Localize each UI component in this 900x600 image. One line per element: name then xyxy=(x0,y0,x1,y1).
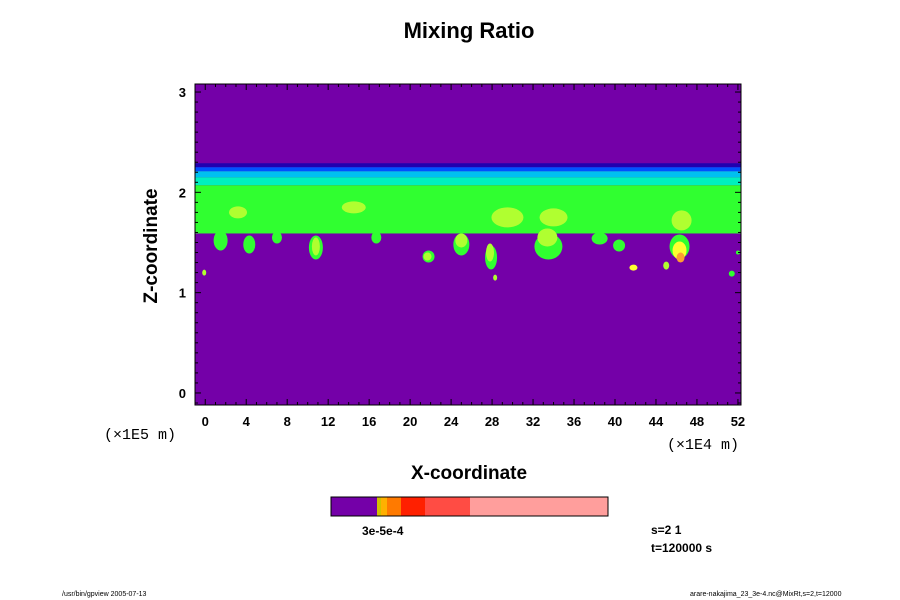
y-tick-label: 1 xyxy=(179,286,186,301)
plot-area xyxy=(194,83,742,406)
cloud-core xyxy=(423,252,432,261)
x-tick-label: 40 xyxy=(608,414,622,429)
x-tick-label: 28 xyxy=(485,414,499,429)
cloud-band xyxy=(195,163,741,168)
cloud-core xyxy=(229,206,248,219)
x-tick-label: 16 xyxy=(362,414,376,429)
cloud-droplet xyxy=(202,269,207,276)
cloud-core xyxy=(676,252,685,263)
x-tick-label: 0 xyxy=(202,414,209,429)
cloud-core xyxy=(491,207,524,228)
x-axis-title: X-coordinate xyxy=(411,463,527,484)
colorbar-segment xyxy=(401,497,425,516)
y-axis-ticks: 0 1 2 3 xyxy=(179,85,741,404)
cloud-lobe xyxy=(613,239,626,252)
cloud-band xyxy=(195,177,741,186)
x-scale-label: (×1E4 m) xyxy=(667,437,739,454)
x-axis-ticks: 0 4 8 12 16 20 24 28 32 36 40 44 48 52 xyxy=(194,84,745,429)
colorbar-segment xyxy=(331,497,377,516)
cloud-lobe xyxy=(213,230,228,251)
x-tick-label: 12 xyxy=(321,414,335,429)
footer-left: /usr/bin/gpview 2005-07-13 xyxy=(62,591,147,598)
cloud-droplet xyxy=(629,264,638,271)
cloud-core xyxy=(311,237,320,256)
chart-title: Mixing Ratio xyxy=(404,18,535,43)
x-tick-label: 44 xyxy=(649,414,664,429)
cloud-droplet xyxy=(493,274,498,281)
y-tick-label: 3 xyxy=(179,85,186,100)
x-tick-label: 24 xyxy=(444,414,459,429)
cloud-core xyxy=(671,210,692,231)
cloud-band xyxy=(195,185,741,234)
colorbar-segment xyxy=(377,497,381,516)
y-tick-label: 0 xyxy=(179,386,186,401)
colorbar-segment xyxy=(387,497,401,516)
x-tick-label: 52 xyxy=(731,414,745,429)
colorbar-segment xyxy=(470,497,608,516)
cloud-droplet xyxy=(728,270,735,277)
x-tick-label: 36 xyxy=(567,414,581,429)
cloud-lobe xyxy=(591,232,608,245)
plot-frame xyxy=(194,83,742,406)
cloud-lobe xyxy=(271,231,282,244)
cloud-band xyxy=(195,171,741,178)
cloud-band xyxy=(195,167,741,172)
time-label: t=120000 s xyxy=(651,541,712,555)
cloud-droplet xyxy=(663,261,670,270)
x-tick-label: 20 xyxy=(403,414,417,429)
colorbar-label: 3e-5e-4 xyxy=(362,524,404,538)
cloud-droplet xyxy=(735,250,740,255)
cloud-core xyxy=(537,228,558,247)
x-tick-label: 48 xyxy=(690,414,704,429)
cloud-core xyxy=(455,233,468,248)
y-scale-label: (×1E5 m) xyxy=(104,427,176,444)
section-label: s=2 1 xyxy=(651,523,682,537)
colorbar-frame xyxy=(330,496,609,517)
cloud-core xyxy=(486,243,495,262)
y-axis-title: Z-coordinate xyxy=(141,188,162,303)
cloud-core xyxy=(539,208,568,227)
colorbar-segment xyxy=(425,497,470,516)
mixing-ratio-field xyxy=(195,84,741,405)
cloud-lobe xyxy=(371,231,382,244)
footer-right: arare-nakajima_23_3e-4.nc@MixRt,s=2,t=12… xyxy=(690,591,842,598)
cloud-core xyxy=(341,201,366,214)
cloud-lobe xyxy=(243,235,256,254)
x-tick-label: 4 xyxy=(243,414,251,429)
colorbar-segment xyxy=(381,497,387,516)
x-tick-label: 32 xyxy=(526,414,540,429)
y-tick-label: 2 xyxy=(179,185,186,200)
x-tick-label: 8 xyxy=(284,414,291,429)
colorbar xyxy=(330,496,609,517)
